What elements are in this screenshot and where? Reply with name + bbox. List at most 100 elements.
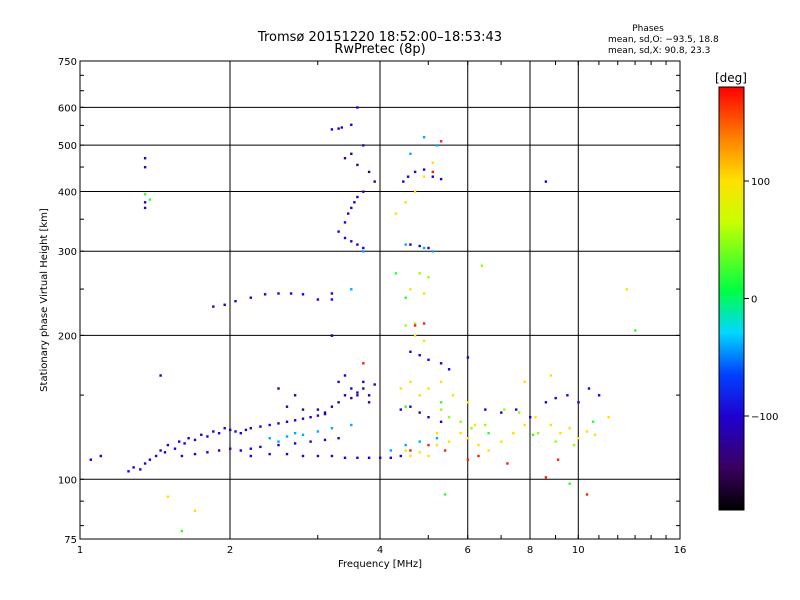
data-point [577,437,580,440]
data-point [239,432,242,435]
x-tick-label: 8 [527,545,533,556]
data-point [544,401,548,404]
data-point [159,449,162,452]
data-point [362,190,365,193]
data-point [350,423,353,427]
data-point [285,452,289,456]
data-point [427,454,430,458]
data-point [487,432,490,435]
chart-subtitle: RwPretec (8p) [334,42,425,57]
data-point [439,408,443,411]
data-point [259,425,262,428]
data-point [206,451,209,454]
data-point [422,175,426,178]
data-point [554,396,557,400]
data-point [223,303,226,306]
data-point [379,456,382,459]
y-tick-label: 750 [58,57,77,68]
data-point [431,250,434,253]
data-point [166,443,170,447]
data-point [244,428,248,432]
data-point [301,417,305,420]
data-point [293,432,297,435]
data-point [343,394,347,397]
data-point [367,170,371,174]
data-point [409,454,412,458]
data-point [206,435,209,438]
data-point [409,405,412,408]
data-point [568,482,571,485]
data-point [350,123,353,126]
data-point [340,126,343,129]
data-point [447,440,451,443]
data-point [556,458,560,461]
colorbar-tick-label: −100 [751,412,778,423]
data-point [323,411,327,414]
data-point [99,454,102,458]
data-point [268,423,271,427]
data-point [466,356,470,359]
data-point [568,427,571,430]
data-point [356,394,359,397]
data-point [316,454,320,458]
data-point [343,221,347,224]
data-point [309,416,312,419]
data-point [337,437,340,440]
data-point [566,394,569,397]
data-point [367,394,371,397]
data-point [477,443,480,447]
data-point [362,387,365,390]
data-point [217,449,221,452]
data-point [439,362,443,365]
data-point [435,443,439,447]
data-point [200,433,203,436]
data-point [373,383,376,386]
y-tick-label: 200 [58,331,77,342]
data-point [451,394,455,397]
data-point [293,442,297,445]
data-point [389,456,392,459]
data-point [402,180,405,183]
data-point [404,443,407,447]
data-point [212,430,215,433]
data-point [263,293,267,296]
data-point [154,454,158,458]
data-point [427,416,430,419]
data-point [187,437,190,440]
y-axis-label: Stationary phase Virtual Height [km] [39,208,50,392]
data-point [356,163,359,167]
data-point [350,288,353,291]
data-point [439,401,443,404]
data-point [422,292,426,295]
data-point [413,170,417,174]
data-point [277,443,280,447]
data-point [585,430,589,433]
data-point [418,244,421,248]
data-point [223,427,226,430]
stats-heading: Phases [632,24,664,34]
data-point [459,420,462,423]
data-point [330,427,334,430]
data-point [418,411,421,414]
data-point [173,447,177,450]
data-point [143,462,147,465]
data-point [480,264,484,267]
data-points [89,106,637,533]
data-point [350,396,353,400]
x-axis-label: Frequency [MHz] [338,559,422,570]
data-point [418,354,421,357]
data-point [239,449,242,452]
data-point [431,170,434,174]
colorbar-label: [deg] [715,71,747,85]
data-point [249,454,252,458]
data-point [285,420,289,423]
data-point [343,456,347,459]
data-point [229,428,232,432]
data-point [356,195,359,199]
data-point [512,432,515,435]
data-point [585,493,589,496]
data-point [409,152,412,155]
data-point [373,180,376,183]
y-tick-label: 600 [58,103,77,114]
